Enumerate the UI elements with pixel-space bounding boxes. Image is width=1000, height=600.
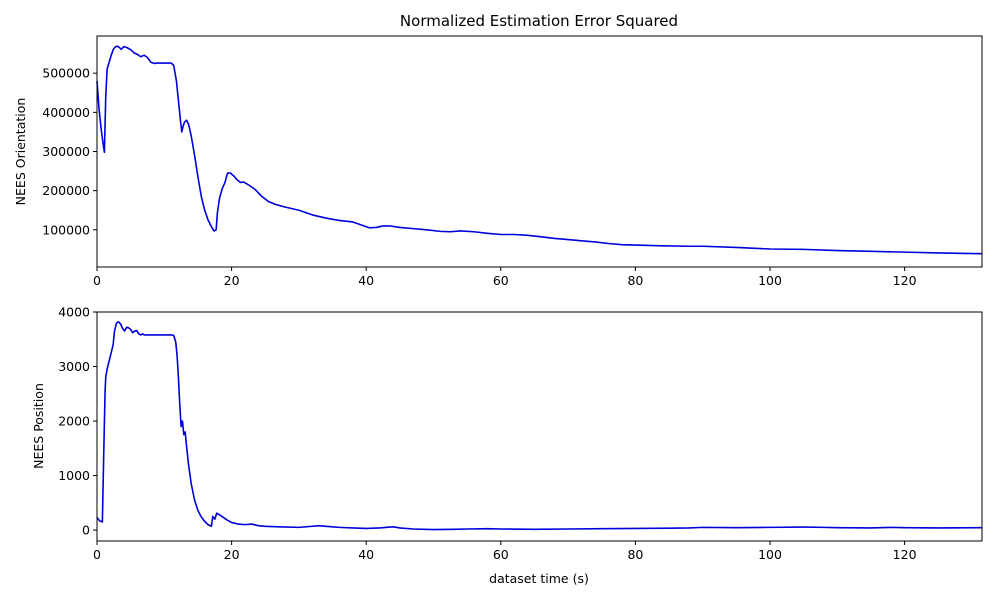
x-tick-label: 120	[893, 547, 917, 562]
y-axis-label: NEES Orientation	[13, 98, 28, 206]
y-tick-label: 0	[82, 523, 90, 538]
chart-title: Normalized Estimation Error Squared	[400, 12, 678, 30]
y-axis-label-group: NEES Position	[31, 383, 46, 469]
position-chart: NEES Position dataset time (s) 0 20 40 60 80…	[31, 305, 983, 586]
x-tick-label: 100	[758, 273, 782, 288]
y-tick-label: 100000	[42, 222, 90, 237]
x-tick-label: 40	[358, 273, 374, 288]
x-tick-label: 80	[627, 273, 643, 288]
x-tick-label: 0	[93, 547, 101, 562]
y-tick-label: 200000	[42, 183, 90, 198]
y-tick-label: 2000	[58, 414, 90, 429]
x-tick-label: 100	[758, 547, 782, 562]
x-axis-label: dataset time (s)	[489, 571, 589, 586]
x-tick-label: 60	[493, 273, 509, 288]
y-tick-label: 400000	[42, 105, 90, 120]
x-tick-label: 20	[224, 273, 240, 288]
plot-area-frame	[96, 35, 983, 268]
x-tick-label: 80	[627, 547, 643, 562]
x-tick-label: 40	[358, 547, 374, 562]
orientation-chart: Normalized Estimation Error Squared NEES…	[13, 12, 983, 288]
x-tick-label: 120	[893, 273, 917, 288]
series-line-orientation	[96, 45, 983, 255]
y-axis-label: NEES Position	[31, 383, 46, 469]
y-tick-label: 4000	[58, 305, 90, 320]
x-tick-label: 60	[493, 547, 509, 562]
series-line-position	[96, 321, 983, 531]
tick-group: 0 20 40 60 80 100 120 0 1000 2000 3000 4000	[58, 305, 916, 563]
tick-group: 0 20 40 60 80 100 120 100000 200000 300000 400000 5…	[42, 66, 916, 288]
y-tick-label: 300000	[42, 144, 90, 159]
y-tick-label: 1000	[58, 468, 90, 483]
plot-area-frame	[96, 311, 983, 542]
y-tick-label: 3000	[58, 359, 90, 374]
x-tick-label: 20	[224, 547, 240, 562]
y-tick-label: 500000	[42, 66, 90, 81]
y-axis-label-group: NEES Orientation	[13, 98, 28, 206]
x-tick-label: 0	[93, 273, 101, 288]
